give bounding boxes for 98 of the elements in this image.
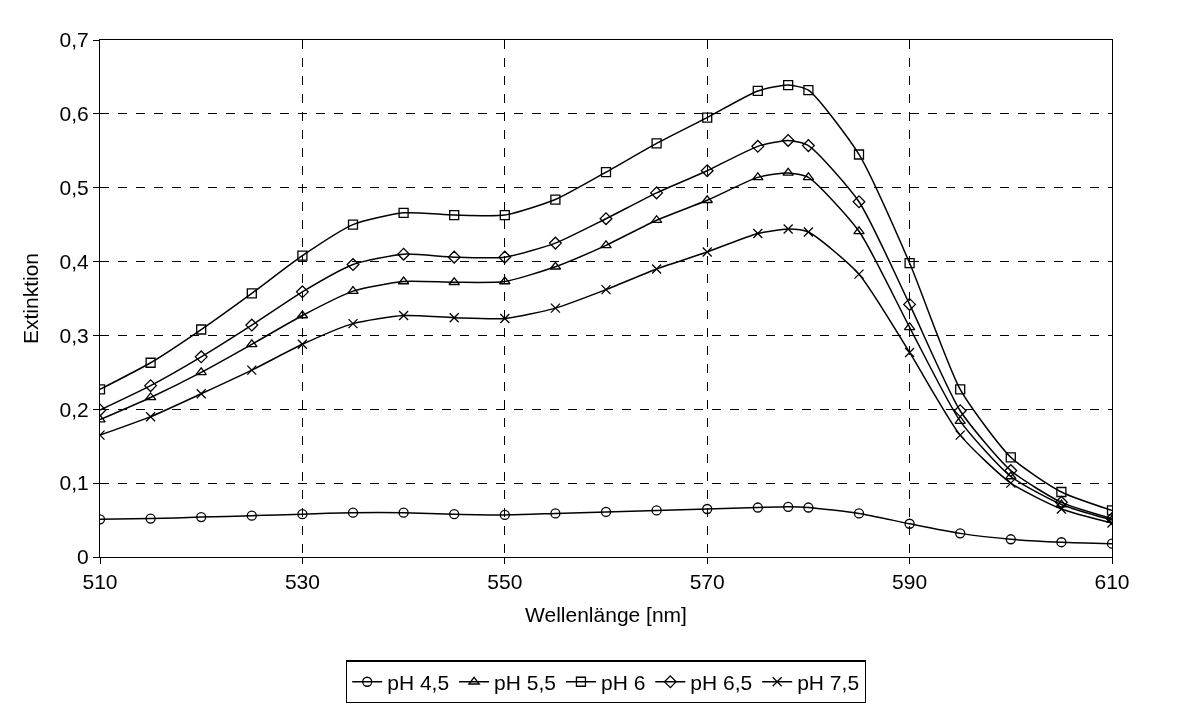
point [196, 324, 207, 335]
point [397, 247, 411, 261]
y-tick-label: 0,2 [59, 397, 89, 421]
point [783, 501, 794, 512]
point [903, 297, 917, 311]
point [550, 508, 561, 519]
point [1056, 537, 1067, 548]
x-tick-label: 510 [82, 570, 118, 594]
point [650, 186, 664, 200]
x-tick-label: 570 [689, 570, 725, 594]
x-axis-title: Wellenlänge [nm] [525, 603, 687, 627]
point [853, 226, 865, 235]
point [347, 507, 359, 518]
point [803, 85, 814, 96]
x-tick-label: 550 [487, 570, 523, 594]
point [196, 511, 207, 523]
point [499, 509, 510, 521]
point [499, 313, 510, 324]
point [1054, 495, 1068, 509]
point [347, 219, 359, 230]
point [803, 226, 814, 238]
y-tick-label: 0,6 [59, 102, 89, 126]
point [550, 302, 561, 314]
point [953, 404, 967, 418]
point [852, 195, 866, 209]
point [297, 509, 308, 520]
point [498, 250, 512, 264]
point [853, 508, 865, 519]
point [347, 318, 359, 329]
point [781, 133, 795, 147]
point [1004, 464, 1018, 478]
y-tick-label: 0,4 [59, 249, 90, 273]
point [347, 285, 359, 295]
legend-label: pH 6 [600, 670, 646, 694]
x-tick-label: 590 [892, 570, 928, 594]
point [600, 240, 612, 249]
legend-label: pH 5,5 [494, 670, 556, 694]
point [398, 207, 409, 218]
y-tick-label: 0,5 [59, 176, 89, 200]
point [955, 528, 966, 539]
point [144, 379, 158, 393]
point [803, 502, 814, 513]
y-tick-label: 0,7 [59, 28, 89, 52]
legend-label: pH 6,5 [690, 670, 753, 694]
point [145, 357, 156, 368]
point [449, 509, 460, 520]
point [499, 209, 510, 221]
point [853, 149, 865, 160]
point [1005, 452, 1016, 463]
point [246, 510, 257, 521]
y-tick-label: 0 [77, 545, 89, 569]
point [783, 223, 794, 235]
point [447, 250, 461, 264]
x-tick-label: 610 [1094, 570, 1130, 594]
point [550, 194, 561, 205]
point [145, 513, 156, 524]
point [702, 112, 713, 123]
point [904, 257, 915, 269]
point [246, 288, 257, 299]
point [449, 209, 460, 221]
point [955, 384, 966, 395]
point [700, 164, 714, 178]
point [752, 502, 763, 513]
point [651, 263, 662, 275]
y-tick-label: 0,1 [59, 471, 89, 495]
point [801, 139, 815, 153]
point [297, 339, 308, 350]
point [1056, 486, 1067, 498]
point [548, 236, 562, 250]
point [702, 503, 713, 515]
y-axis-title: Extinktion [18, 252, 42, 345]
point [783, 79, 794, 91]
point [398, 310, 409, 321]
point [449, 312, 460, 323]
point [194, 350, 208, 364]
point [398, 507, 409, 518]
legend-label: pH 4,5 [387, 670, 450, 694]
point [295, 285, 309, 299]
point [297, 250, 308, 261]
point [346, 258, 360, 272]
point [245, 318, 259, 332]
point [752, 85, 763, 97]
point [702, 246, 713, 258]
point [751, 139, 765, 153]
point [752, 228, 763, 239]
point [904, 518, 915, 529]
y-tick-label: 0,3 [59, 323, 89, 347]
point [651, 505, 662, 516]
point [600, 284, 612, 295]
point [599, 212, 613, 226]
point [600, 167, 612, 178]
point [651, 138, 662, 149]
point [145, 411, 156, 422]
legend-label: pH 7,5 [797, 670, 860, 694]
point [1005, 534, 1016, 545]
point [600, 506, 612, 518]
point [196, 388, 207, 399]
x-tick-label: 530 [284, 570, 320, 594]
